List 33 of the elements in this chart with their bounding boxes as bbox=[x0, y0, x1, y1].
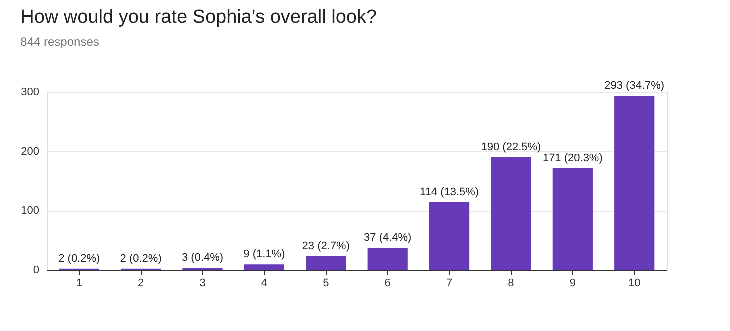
chart-title: How would you rate Sophia's overall look? bbox=[20, 7, 378, 28]
bar bbox=[368, 248, 408, 270]
data-label: 171 (20.3%) bbox=[542, 152, 603, 165]
x-tick-label: 7 bbox=[446, 278, 453, 290]
x-tick-label: 4 bbox=[261, 278, 268, 290]
bar bbox=[306, 256, 346, 270]
x-tick-label: 6 bbox=[384, 278, 391, 290]
data-label: 2 (0.2%) bbox=[58, 252, 100, 265]
x-tick-label: 3 bbox=[200, 278, 206, 290]
data-label: 2 (0.2%) bbox=[120, 252, 162, 265]
chart-subtitle: 844 responses bbox=[20, 35, 100, 50]
x-tick-label: 5 bbox=[323, 278, 330, 290]
data-label: 293 (34.7%) bbox=[604, 80, 665, 92]
y-tick-label: 100 bbox=[21, 205, 40, 218]
data-label: 190 (22.5%) bbox=[481, 141, 542, 154]
y-tick-label: 0 bbox=[33, 264, 40, 276]
data-label: 9 (1.1%) bbox=[244, 248, 286, 261]
bar bbox=[429, 202, 470, 270]
x-tick-label: 8 bbox=[508, 278, 514, 290]
y-tick-label: 300 bbox=[21, 86, 40, 98]
x-tick-label: 2 bbox=[138, 278, 144, 290]
bar bbox=[244, 264, 285, 270]
data-label: 3 (0.4%) bbox=[182, 252, 224, 264]
data-label: 114 (13.5%) bbox=[420, 186, 480, 198]
y-tick-label: 200 bbox=[21, 146, 40, 158]
bar bbox=[614, 96, 655, 270]
x-tick-label: 10 bbox=[628, 278, 641, 290]
x-tick-label: 1 bbox=[76, 278, 82, 290]
bar bbox=[552, 168, 593, 270]
bar bbox=[491, 157, 532, 270]
data-label: 23 (2.7%) bbox=[302, 240, 350, 252]
x-tick-label: 9 bbox=[570, 278, 576, 290]
data-label: 37 (4.4%) bbox=[364, 232, 412, 244]
